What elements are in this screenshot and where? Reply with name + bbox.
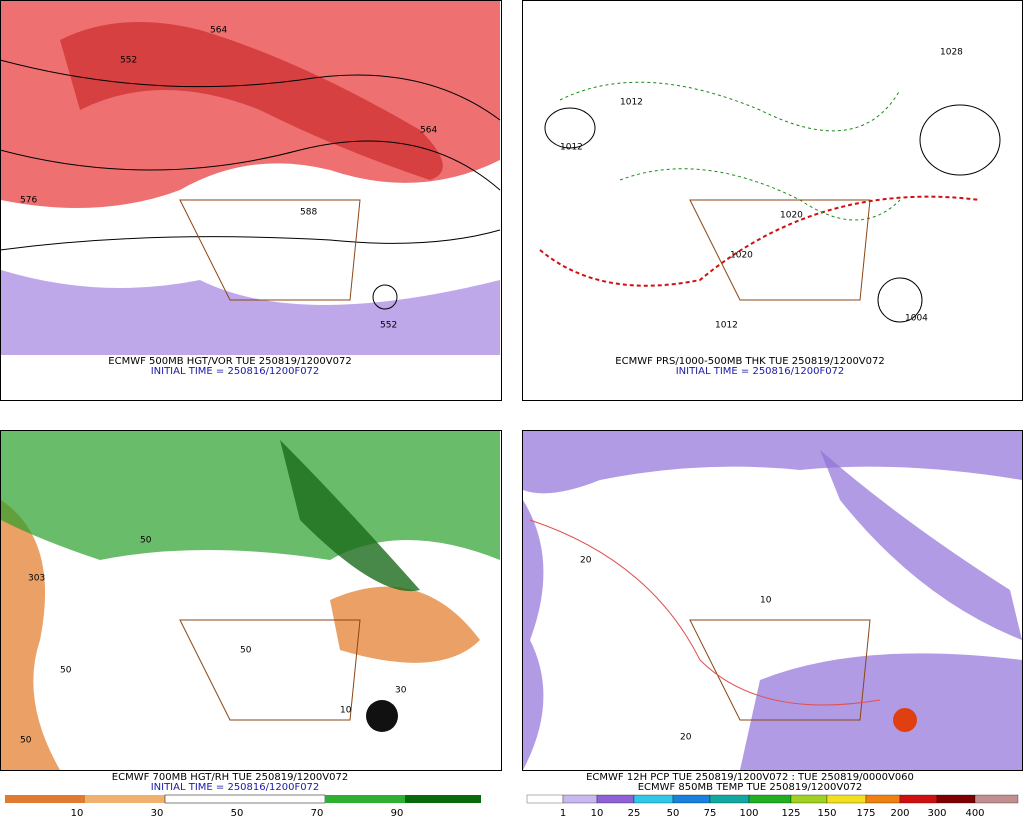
- colorbar-segment: [974, 794, 1019, 804]
- contour-label: 564: [210, 26, 227, 36]
- contour-label: 30: [395, 686, 407, 696]
- colorbar-label: 10: [71, 808, 84, 819]
- colorbar-label: 50: [231, 808, 244, 819]
- contour-label: 1028: [940, 48, 963, 58]
- colorbar-label: 10: [591, 808, 604, 819]
- contour-label: 10: [760, 596, 772, 606]
- contour-label: 50: [20, 736, 32, 746]
- contour-label: 20: [680, 733, 692, 743]
- colorbar-pcp: [526, 794, 1019, 804]
- colorbar-segment: [936, 794, 976, 804]
- contour-label: 10: [340, 706, 352, 716]
- init-time: INITIAL TIME = 250816/1200F072: [151, 782, 320, 793]
- contour-label: 1012: [560, 143, 583, 153]
- colorbar-label: 30: [151, 808, 164, 819]
- contour-label: 303: [28, 574, 45, 584]
- panel-pcp: [522, 430, 1023, 771]
- caption: ECMWF PRS/1000-500MB THK TUE 250819/1200…: [615, 356, 884, 367]
- caption: ECMWF 700MB HGT/RH TUE 250819/1200V072: [112, 772, 348, 783]
- colorbar-segment: [526, 794, 564, 804]
- panel-prs-thk: [522, 0, 1023, 401]
- colorbar-label: 75: [704, 808, 717, 819]
- caption: ECMWF 12H PCP TUE 250819/1200V072 : TUE …: [586, 772, 914, 783]
- contour-label: 50: [60, 666, 72, 676]
- caption-2: ECMWF 850MB TEMP TUE 250819/1200V072: [638, 782, 863, 793]
- colorbar-segment: [790, 794, 828, 804]
- colorbar-segment: [899, 794, 938, 804]
- panel-500mb: [0, 0, 502, 401]
- colorbar-label: 175: [856, 808, 875, 819]
- contour-label: 1020: [730, 251, 753, 261]
- contour-label: 564: [420, 126, 437, 136]
- colorbar-rh: [5, 794, 481, 804]
- colorbar-segment: [672, 794, 711, 804]
- panel-700mb: [0, 430, 502, 771]
- contour-label: 20: [580, 556, 592, 566]
- colorbar-label: 90: [391, 808, 404, 819]
- contour-label: 552: [120, 56, 137, 66]
- contour-label: 1004: [905, 314, 928, 324]
- colorbar-segment: [562, 794, 598, 804]
- colorbar-label: 1: [560, 808, 566, 819]
- init-time: INITIAL TIME = 250816/1200F072: [676, 366, 845, 377]
- colorbar-label: 300: [927, 808, 946, 819]
- contour-label: 1020: [780, 211, 803, 221]
- colorbar-segment: [826, 794, 867, 804]
- colorbar-segment: [633, 794, 674, 804]
- contour-label: 50: [140, 536, 152, 546]
- colorbar-segment: [748, 794, 792, 804]
- contour-label: 1012: [715, 321, 738, 331]
- init-time: INITIAL TIME = 250816/1200F072: [151, 366, 320, 377]
- colorbar-label: 70: [311, 808, 324, 819]
- contour-label: 552: [380, 321, 397, 331]
- colorbar-segment: [596, 794, 635, 804]
- colorbar-label: 125: [781, 808, 800, 819]
- colorbar-label: 200: [890, 808, 909, 819]
- caption: ECMWF 500MB HGT/VOR TUE 250819/1200V072: [108, 356, 351, 367]
- contour-label: 50: [240, 646, 252, 656]
- contour-label: 576: [20, 196, 37, 206]
- colorbar-label: 100: [739, 808, 758, 819]
- colorbar-segment: [865, 794, 901, 804]
- contour-label: 588: [300, 208, 317, 218]
- colorbar-label: 50: [667, 808, 680, 819]
- colorbar-segment: [709, 794, 750, 804]
- colorbar-label: 25: [628, 808, 641, 819]
- contour-label: 1012: [620, 98, 643, 108]
- colorbar-label: 400: [965, 808, 984, 819]
- colorbar-label: 150: [817, 808, 836, 819]
